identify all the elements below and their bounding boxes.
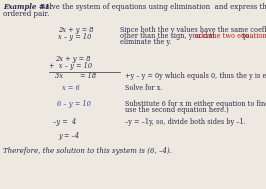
Text: –y =  4: –y = 4 <box>53 118 76 126</box>
Text: Since both the y values have the same coefficient,: Since both the y values have the same co… <box>120 26 266 34</box>
Text: ordered pair.: ordered pair. <box>3 10 49 18</box>
Text: 6 – y = 10: 6 – y = 10 <box>57 100 91 108</box>
Text: y = –4: y = –4 <box>58 132 79 140</box>
Text: Example #1:: Example #1: <box>3 3 52 11</box>
Text: other than the sign, you can: other than the sign, you can <box>120 32 217 40</box>
Text: 3x        = 18: 3x = 18 <box>55 72 96 80</box>
Text: +y – y = 0y which equals 0, thus the y is eliminated.: +y – y = 0y which equals 0, thus the y i… <box>125 72 266 80</box>
Text: –y = –1y, so, divide both sides by –1.: –y = –1y, so, divide both sides by –1. <box>125 118 246 126</box>
Text: to: to <box>240 32 249 40</box>
Text: use the second equation here.): use the second equation here.) <box>125 106 229 115</box>
Text: x – y = 10: x – y = 10 <box>58 33 92 41</box>
Text: Solve the system of equations using elimination  and express the answer as an: Solve the system of equations using elim… <box>36 3 266 11</box>
Text: add the two equations: add the two equations <box>195 32 266 40</box>
Text: 2x + y = 8: 2x + y = 8 <box>58 26 94 34</box>
Text: Therefore, the solution to this system is (6, –4).: Therefore, the solution to this system i… <box>3 147 172 155</box>
Text: 2x + y = 8: 2x + y = 8 <box>55 55 90 63</box>
Text: eliminate the y.: eliminate the y. <box>120 38 171 46</box>
Text: Solve for x.: Solve for x. <box>125 84 163 92</box>
Text: x = 6: x = 6 <box>62 84 80 92</box>
Text: +  x – y = 10: + x – y = 10 <box>49 62 92 70</box>
Text: Substitute 6 for x in either equation to find y.  (We'll: Substitute 6 for x in either equation to… <box>125 100 266 108</box>
